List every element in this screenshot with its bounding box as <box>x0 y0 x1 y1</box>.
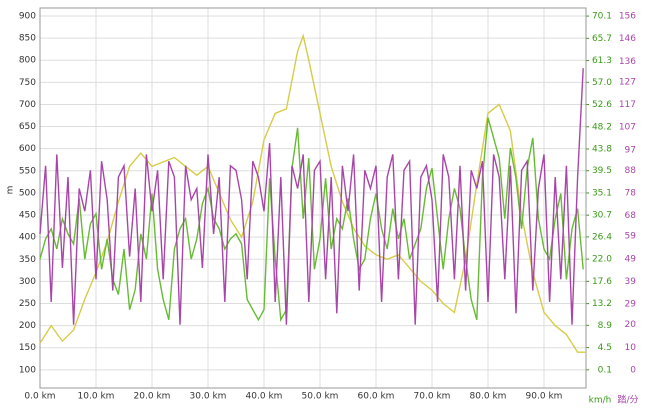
y3-tick-label: 88 <box>625 166 637 176</box>
y3-tick-label: 39 <box>625 277 637 287</box>
y-tick-label: 300 <box>19 277 36 287</box>
y3-axis-label: 踏/分 <box>617 394 638 406</box>
y-tick-label: 150 <box>19 343 36 353</box>
plot-frame <box>39 7 587 389</box>
y-tick-label: 700 <box>19 100 36 110</box>
y2-tick-label: 65.7 <box>592 34 612 44</box>
y3-tick-label: 136 <box>619 57 636 67</box>
y2-tick-label: 22.0 <box>592 255 612 265</box>
y3-tick-label: 117 <box>619 100 636 110</box>
y2-tick-label: 57.0 <box>592 78 612 88</box>
y-tick-label: 650 <box>19 122 36 132</box>
y-tick-label: 100 <box>19 365 36 375</box>
x-tick-label: 20.0 km <box>134 392 171 402</box>
y3-tick-label: 156 <box>619 11 636 21</box>
y2-tick-label: 39.5 <box>592 166 612 176</box>
y2-tick-label: 26.4 <box>592 232 612 242</box>
y2-tick-label: 13.2 <box>592 299 612 309</box>
y-tick-label: 900 <box>19 11 36 21</box>
y2-tick-label: 48.2 <box>592 122 612 132</box>
y3-tick-label: 49 <box>625 254 637 264</box>
y-tick-label: 200 <box>19 321 36 331</box>
y2-tick-label: 35.1 <box>592 188 612 198</box>
y3-tick-label: 59 <box>625 232 637 242</box>
y3-tick-label: 20 <box>625 320 637 330</box>
x-tick-label: 40.0 km <box>246 392 283 402</box>
y-tick-label: 800 <box>19 56 36 66</box>
series-line <box>39 33 586 353</box>
y2-tick-label: 52.6 <box>592 100 612 110</box>
y3-tick-label: 107 <box>619 123 636 133</box>
x-tick-label: 80.0 km <box>470 392 507 402</box>
y-tick-label: 850 <box>19 34 36 44</box>
y-tick-label: 400 <box>19 233 36 243</box>
x-tick-label: 60.0 km <box>358 392 395 402</box>
y2-axis-label: km/h <box>589 396 612 406</box>
y2-tick-label: 8.9 <box>598 321 613 331</box>
x-tick-label: 90.0 km <box>526 392 563 402</box>
y-tick-label: 600 <box>19 144 36 154</box>
y3-tick-label: 0 <box>630 366 636 376</box>
y2-tick-label: 17.6 <box>592 277 612 287</box>
series-line <box>39 68 584 325</box>
x-tick-label: 10.0 km <box>78 392 115 402</box>
y3-tick-label: 10 <box>625 343 637 353</box>
x-tick-label: 30.0 km <box>190 392 227 402</box>
x-tick-label: 50.0 km <box>302 392 339 402</box>
y2-tick-label: 30.7 <box>592 211 612 221</box>
y3-tick-label: 127 <box>619 77 636 87</box>
y3-tick-label: 97 <box>625 145 636 155</box>
y-tick-label: 250 <box>19 299 36 309</box>
y2-tick-label: 4.5 <box>598 343 612 353</box>
y2-tick-label: 70.1 <box>592 12 612 22</box>
y2-tick-label: 0.1 <box>598 365 612 375</box>
y-tick-label: 500 <box>19 188 36 198</box>
y3-tick-label: 68 <box>625 211 637 221</box>
y2-tick-label: 61.3 <box>592 56 612 66</box>
y-tick-label: 450 <box>19 211 36 221</box>
x-tick-label: 70.0 km <box>414 392 451 402</box>
y-tick-label: 550 <box>19 166 36 176</box>
y-axis-label: m <box>6 186 16 195</box>
x-tick-label: 0.0 km <box>24 392 55 402</box>
y2-tick-label: 43.8 <box>592 144 612 154</box>
series-line <box>39 117 584 323</box>
y3-tick-label: 146 <box>619 34 636 44</box>
y-tick-label: 750 <box>19 78 36 88</box>
y-tick-label: 350 <box>19 255 36 265</box>
y3-tick-label: 78 <box>625 189 637 199</box>
y3-tick-label: 29 <box>625 300 637 310</box>
